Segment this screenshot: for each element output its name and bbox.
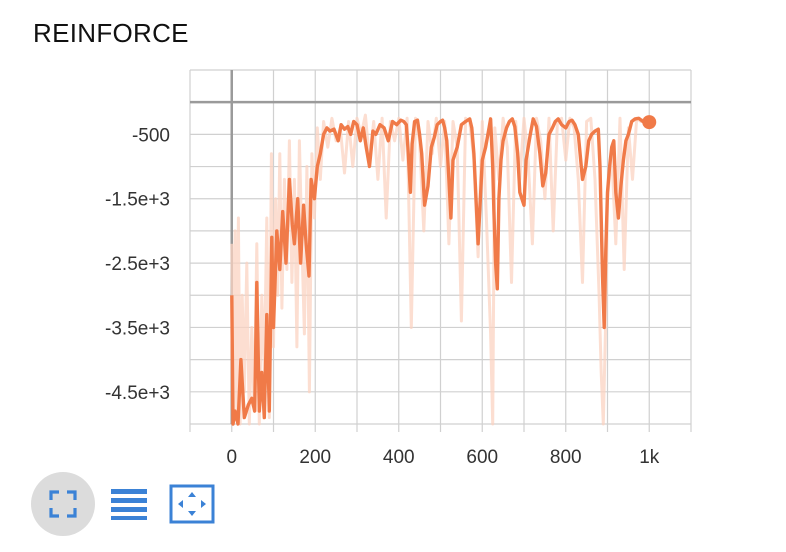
x-tick-label: 0 (226, 447, 237, 468)
y-tick-label: -4.5e+3 (105, 383, 170, 404)
last-point-marker (642, 115, 657, 130)
fullscreen-icon (49, 490, 77, 518)
fit-domain-button[interactable] (160, 472, 224, 536)
y-tick-label: -500 (132, 125, 170, 146)
fullscreen-button[interactable] (31, 472, 95, 536)
x-tick-label: 600 (466, 447, 498, 468)
smoothed-series-line (230, 116, 650, 426)
y-tick-label: -2.5e+3 (105, 254, 170, 275)
y-tick-label: -1.5e+3 (105, 190, 170, 211)
fit-domain-icon (169, 484, 215, 524)
data-table-button[interactable] (97, 472, 161, 536)
x-tick-label: 800 (550, 447, 582, 468)
raw-series-line (230, 113, 651, 426)
data-table-icon (111, 489, 147, 520)
x-tick-label: 400 (383, 447, 415, 468)
y-tick-label: -3.5e+3 (105, 318, 170, 339)
x-tick-label: 200 (299, 447, 331, 468)
chart-title: REINFORCE (33, 18, 189, 48)
tick-labels: -500 -1.5e+3 -2.5e+3 -3.5e+3 -4.5e+3 0 200 400 6… (105, 125, 660, 468)
x-tick-label: 1k (639, 447, 660, 468)
series-layer (230, 113, 657, 426)
